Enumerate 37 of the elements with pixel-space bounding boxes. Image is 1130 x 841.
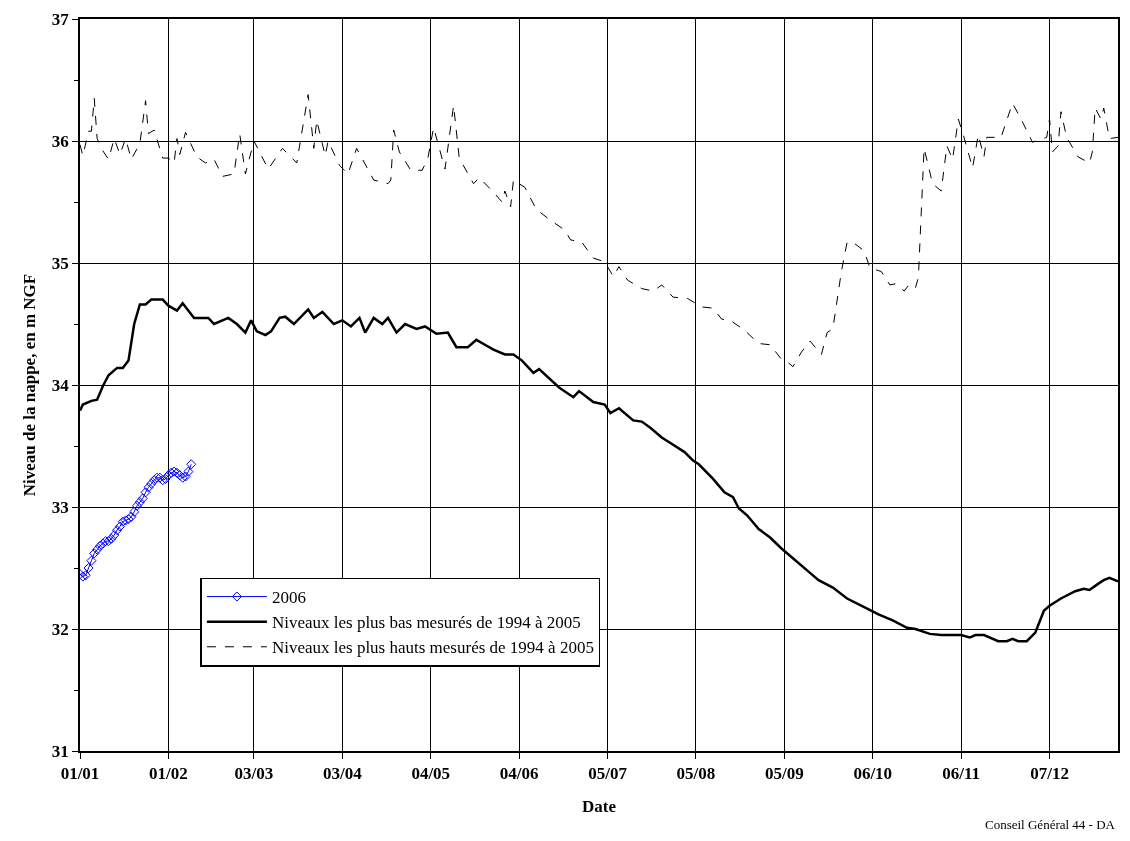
legend-label: Niveaux les plus hauts mesurés de 1994 à 2005 [271,638,594,658]
point [186,459,197,470]
point [143,482,154,493]
x-tick-label: 03/04 [322,764,363,784]
x-tick-label: 04/06 [499,764,539,784]
point [137,493,148,504]
x-axis-title: Date [582,797,617,817]
x-tick-label: 05/07 [588,764,628,784]
y-tick-label: 37 [51,9,70,29]
legend-label: 2006 [271,588,306,608]
y-tick-label: 35 [51,253,69,273]
y-tick-label: 33 [51,497,69,517]
x-tick-label: 01/02 [149,764,188,784]
point [129,506,140,517]
x-tick-label: 05/08 [676,764,716,784]
point [86,555,97,566]
y-tick-label: 36 [51,131,69,151]
point [83,562,94,574]
point [114,521,125,532]
y-axis-title: Niveau de la nappe, en m NGF [19,273,39,497]
text: Conseil Général 44 - DA [985,817,1116,832]
point [140,487,151,498]
x-tick-label: 06/11 [942,764,981,784]
x-tick-label: 03/03 [234,764,274,784]
legend-label: Niveaux les plus bas mesurés de 1994 à 2005 [271,613,581,633]
x-tick-label: 04/05 [411,764,451,784]
point [92,544,103,555]
x-tick-label: 05/09 [764,764,804,784]
x-tick-label: 07/12 [1030,764,1069,784]
point [183,466,194,477]
y-tick-label: 34 [51,375,70,395]
point [89,548,100,559]
y-tick-label: 31 [51,741,69,761]
x-tick-label: 06/10 [853,764,893,784]
y-tick-label: 32 [51,619,69,639]
x-tick-label: 01/01 [60,764,100,784]
point [112,525,123,536]
